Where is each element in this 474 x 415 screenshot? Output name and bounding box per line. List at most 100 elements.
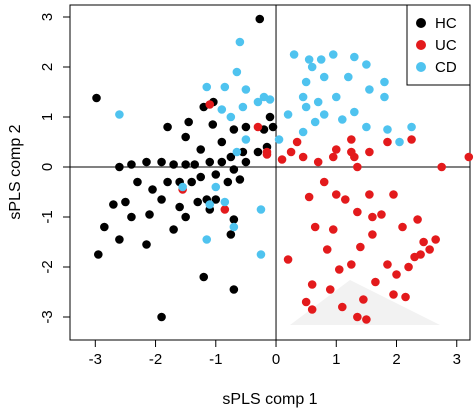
point — [283, 255, 293, 264]
point — [127, 212, 136, 222]
point — [289, 50, 299, 59]
point — [229, 285, 239, 294]
x-tick-label: 0 — [272, 351, 280, 368]
point — [196, 172, 206, 182]
point — [157, 195, 166, 204]
point — [319, 110, 329, 119]
x-tick-label: -3 — [89, 351, 102, 368]
point — [398, 222, 407, 232]
point — [328, 225, 338, 234]
legend-label: CD — [435, 59, 457, 76]
point — [265, 112, 275, 122]
point — [253, 122, 263, 132]
point — [241, 122, 251, 132]
point — [265, 95, 275, 104]
point — [298, 152, 308, 162]
x-tick-label: -2 — [149, 351, 162, 368]
point — [347, 260, 356, 269]
point — [100, 222, 109, 232]
point — [253, 147, 263, 157]
point — [353, 162, 362, 172]
point — [109, 200, 118, 209]
point — [301, 297, 311, 307]
point — [362, 60, 371, 69]
point — [92, 93, 101, 103]
point — [115, 235, 124, 244]
point — [316, 55, 326, 64]
legend-marker — [416, 62, 426, 72]
point — [307, 280, 317, 289]
point — [262, 150, 272, 159]
point — [383, 125, 392, 134]
point — [304, 55, 314, 64]
point — [328, 152, 338, 162]
legend-label: UC — [435, 37, 457, 54]
x-tick-label: -1 — [209, 351, 222, 368]
point — [383, 260, 392, 269]
point — [217, 137, 227, 147]
point — [178, 182, 187, 192]
point — [169, 160, 178, 169]
point — [235, 37, 245, 47]
point — [365, 190, 374, 199]
point — [187, 177, 196, 187]
point — [223, 177, 233, 187]
point — [313, 157, 323, 167]
point — [334, 265, 344, 274]
y-tick-label: -3 — [39, 310, 56, 323]
point — [389, 290, 398, 299]
point — [307, 62, 317, 72]
y-tick-label: 2 — [39, 63, 56, 71]
point — [413, 215, 422, 224]
y-tick-label: -2 — [39, 260, 56, 273]
point — [371, 277, 380, 287]
point — [365, 85, 374, 94]
point — [368, 212, 377, 222]
point — [238, 147, 248, 157]
point — [211, 170, 221, 179]
point — [401, 292, 410, 302]
point — [202, 235, 212, 244]
point — [253, 97, 263, 107]
point — [464, 152, 474, 162]
point — [241, 157, 251, 167]
point — [190, 160, 199, 169]
x-tick-label: 2 — [392, 351, 400, 368]
point — [169, 225, 178, 234]
point — [344, 72, 353, 82]
point — [407, 122, 416, 132]
y-tick-label: 3 — [39, 13, 56, 21]
point — [217, 105, 227, 114]
point — [304, 192, 314, 202]
legend-label: HC — [435, 15, 457, 32]
point — [115, 162, 124, 172]
point — [232, 147, 242, 157]
point — [389, 190, 398, 199]
point — [437, 162, 446, 172]
point — [226, 152, 236, 162]
point — [319, 177, 329, 187]
point — [115, 110, 124, 119]
point — [205, 157, 215, 167]
point — [208, 120, 218, 129]
point — [419, 237, 428, 247]
point — [353, 207, 362, 217]
point — [184, 117, 193, 127]
point — [241, 135, 251, 144]
point — [94, 250, 103, 259]
point — [220, 197, 230, 207]
point — [353, 312, 362, 322]
point — [121, 197, 130, 207]
point — [181, 212, 190, 222]
point — [127, 160, 136, 169]
point — [163, 177, 172, 187]
point — [181, 160, 190, 169]
point — [205, 100, 215, 109]
point — [307, 305, 317, 314]
point — [292, 137, 302, 147]
point — [331, 145, 341, 154]
point — [337, 115, 347, 124]
y-axis-label: sPLS comp 2 — [7, 124, 24, 219]
x-tick-label: 1 — [332, 351, 340, 368]
